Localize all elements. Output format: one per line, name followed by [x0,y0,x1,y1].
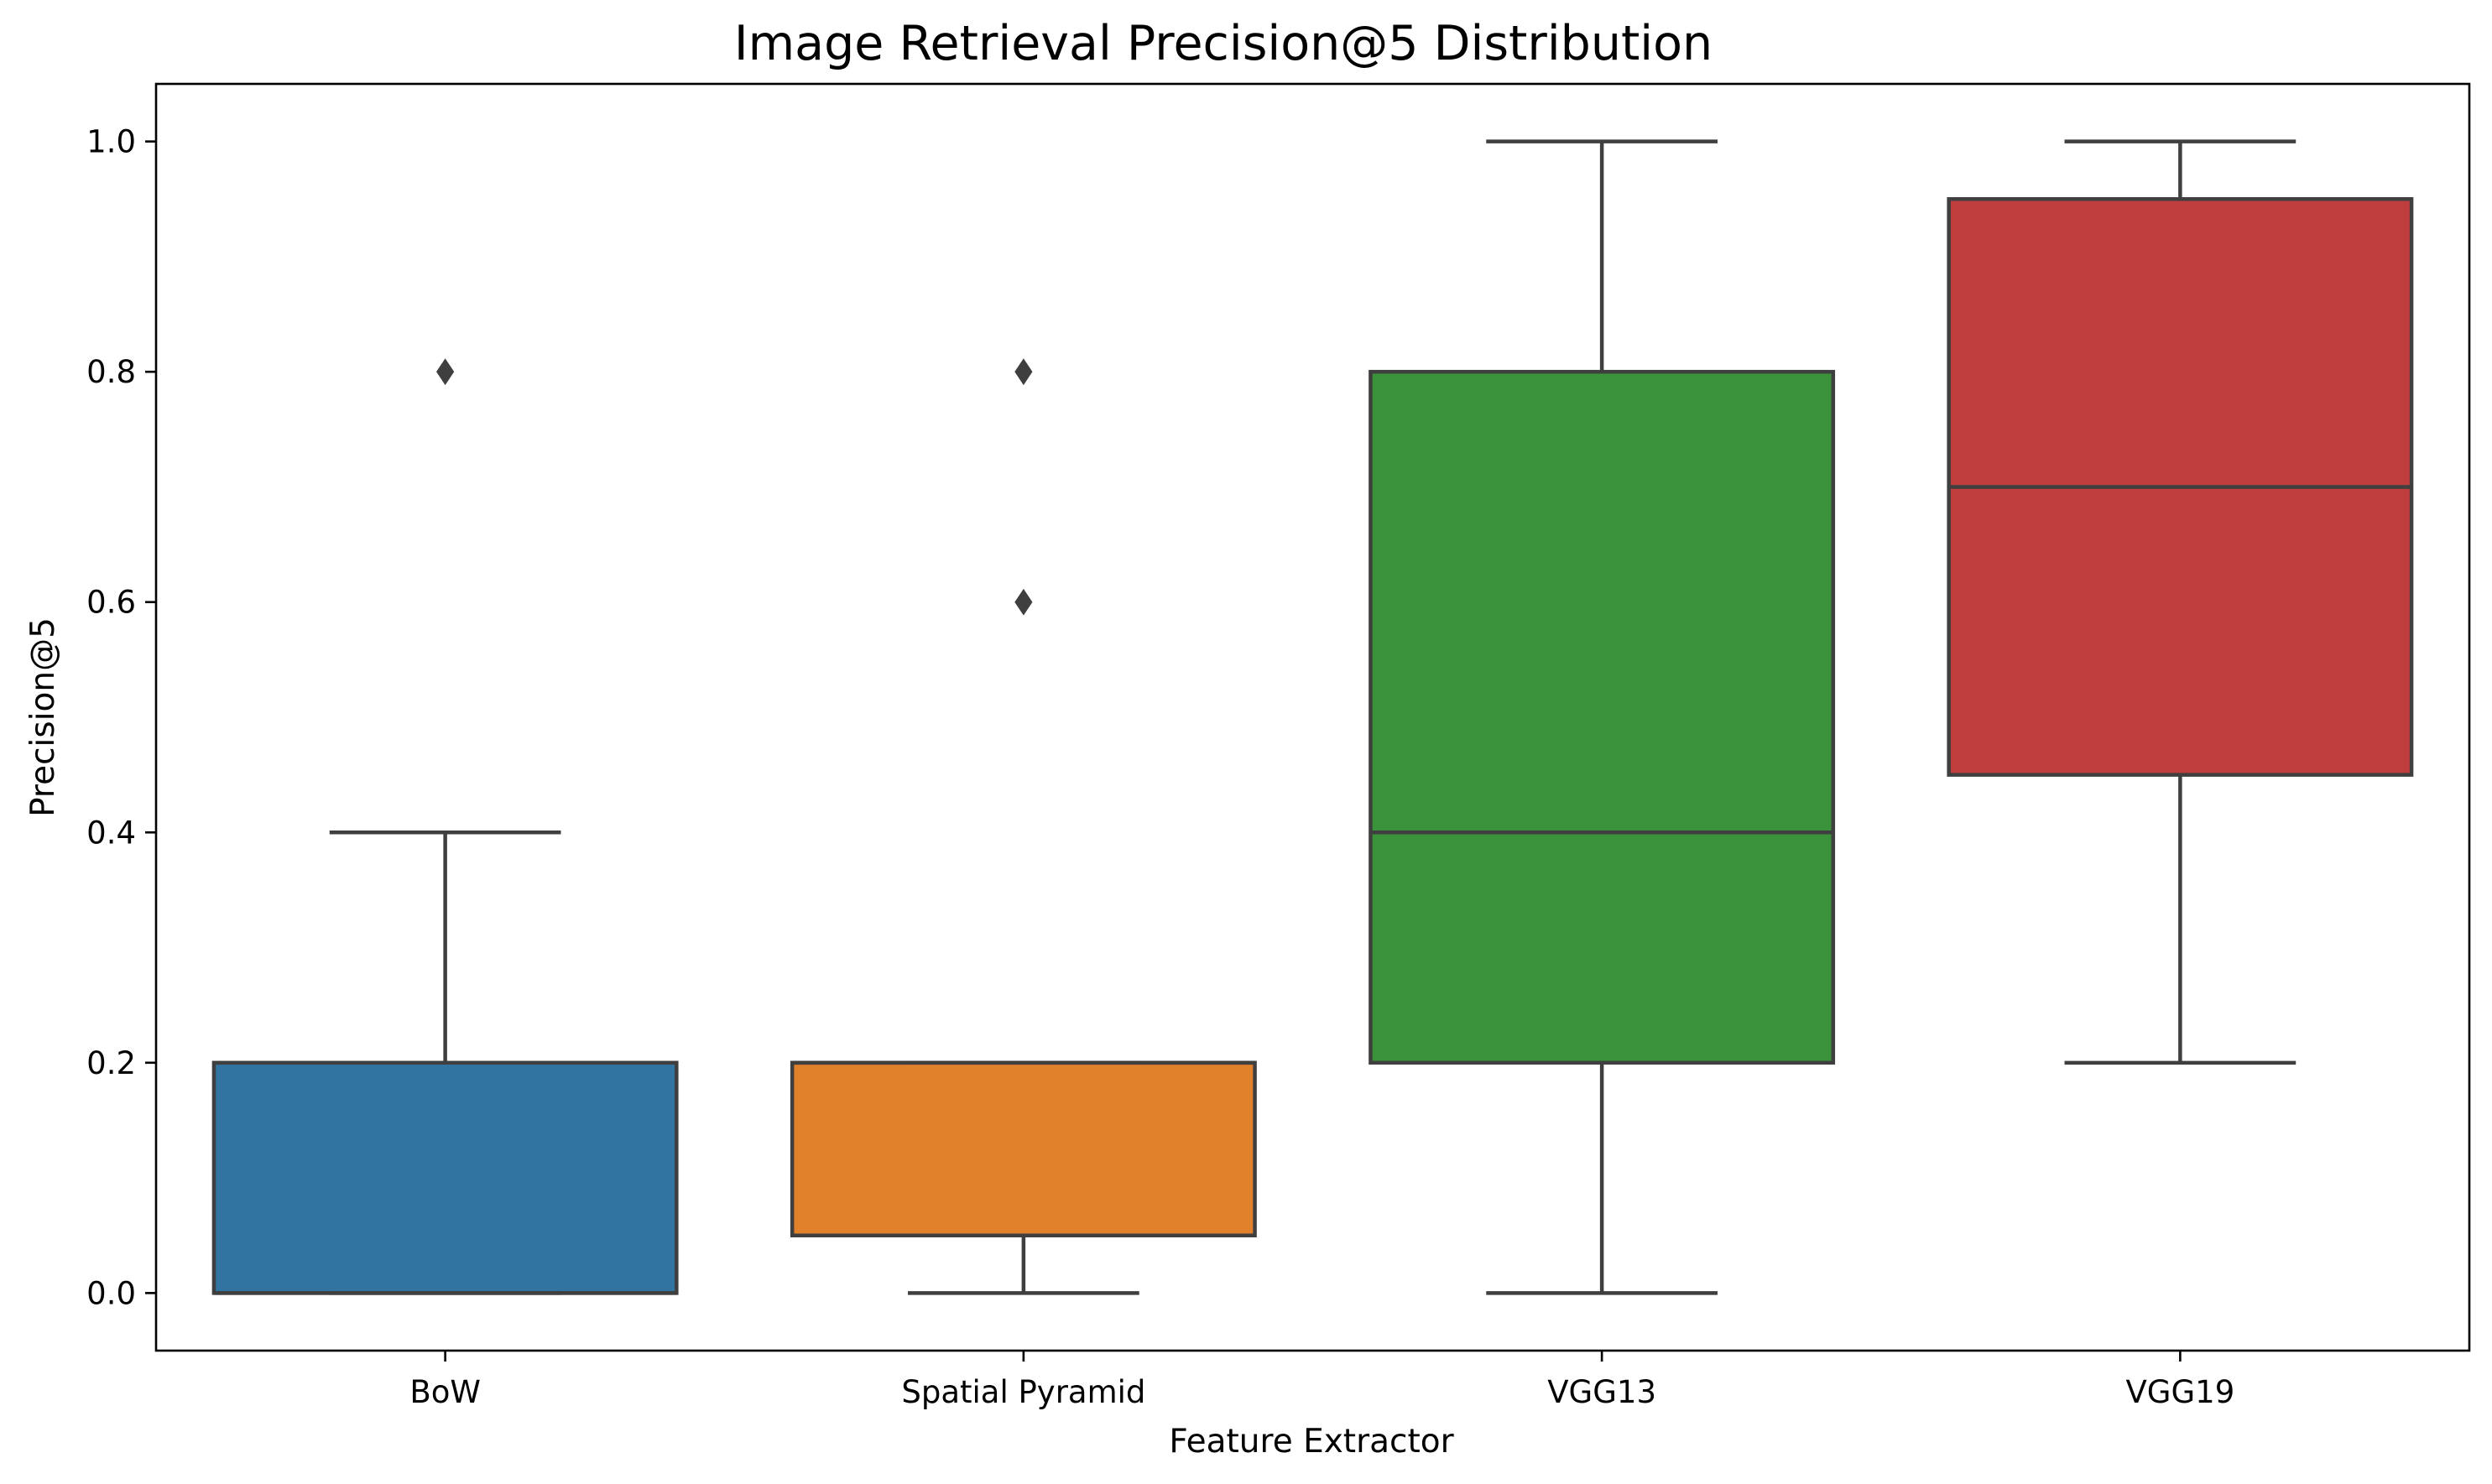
x-tick-label: VGG13 [1547,1374,1656,1410]
box-spatial-pyramid [790,358,1257,1295]
y-axis: 0.0 0.2 0.4 0.6 0.8 1.0 [86,124,156,1311]
box-iqr [211,1060,679,1295]
outlier-point [1014,358,1033,386]
x-tick-label: BoW [409,1374,481,1410]
y-axis-label: Precision@5 [24,617,62,817]
plot-frame [154,82,2471,1352]
x-tick-label: VGG19 [2126,1374,2235,1410]
box-vgg13 [1369,139,1836,1295]
plot-area [211,139,2414,1295]
y-tick-label: 0.8 [86,354,136,390]
box-iqr [1369,369,1836,1065]
y-tick-label: 0.0 [86,1275,136,1311]
outlier-point [1014,588,1033,616]
box-vgg19 [1947,139,2414,1065]
chart-title: Image Retrieval Precision@5 Distribution [734,16,1713,71]
y-tick-label: 0.4 [86,815,136,851]
x-axis-label: Feature Extractor [1169,1423,1454,1461]
y-tick-label: 0.6 [86,585,136,621]
y-tick-label: 0.2 [86,1045,136,1081]
box-iqr [790,1060,1257,1237]
y-tick-label: 1.0 [86,124,136,160]
x-axis: BoW Spatial Pyramid VGG13 VGG19 [409,1351,2234,1410]
box-bow [211,358,679,1295]
x-tick-label: Spatial Pyramid [901,1374,1145,1410]
outlier-point [436,358,455,386]
